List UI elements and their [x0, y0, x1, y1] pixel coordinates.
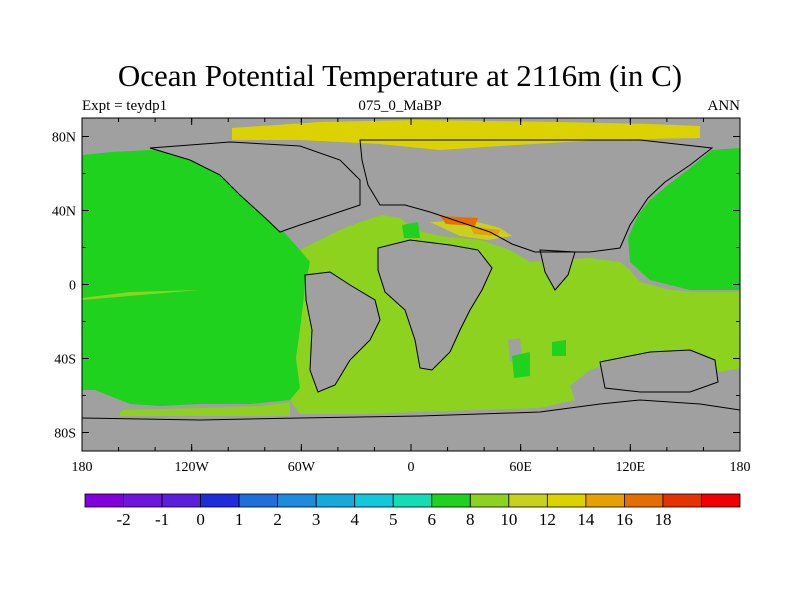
colorbar-label: 2: [273, 510, 282, 529]
colorbar-box: [123, 493, 163, 508]
australia: [600, 350, 718, 392]
x-tick-label: 120W: [175, 460, 210, 475]
colorbar-label: -1: [155, 510, 169, 529]
africa: [378, 240, 492, 370]
x-tick-label: 60W: [288, 460, 316, 475]
green-patch-indian: [552, 340, 566, 356]
x-tick-label: 0: [408, 460, 415, 475]
colorbar-label: 14: [577, 510, 595, 529]
arctic-ocean: [232, 120, 700, 150]
y-tick-label: 40S: [54, 353, 76, 368]
colorbar-label: 8: [466, 510, 475, 529]
colorbar-box: [238, 493, 279, 508]
coast-australia: [599, 349, 719, 393]
colorbar-label: 18: [654, 510, 671, 529]
southern-pacific-band: [120, 402, 290, 416]
coast-africa: [377, 239, 493, 371]
colorbar-label: 16: [616, 510, 633, 529]
x-tick-label: 120E: [616, 460, 646, 475]
coast-south-america: [304, 271, 381, 393]
colorbar-box: [392, 493, 433, 508]
colorbar-box: [431, 493, 471, 508]
south-america: [305, 272, 380, 392]
antarctica: [82, 400, 740, 451]
plot-title: Ocean Potential Temperature at 2116m (in…: [117, 58, 683, 93]
green-patch-north-africa: [402, 222, 420, 238]
experiment-label: Expt = teydp1: [82, 98, 168, 114]
west-pacific-ocean: [628, 148, 740, 290]
green-patch-east-africa: [512, 352, 530, 378]
colorbar-box: [315, 493, 356, 508]
colorbar-box: [701, 493, 741, 508]
y-tick-label: 0: [69, 279, 76, 294]
colorbar-box: [585, 493, 625, 508]
colorbar-box: [624, 493, 664, 508]
colorbar-box: [161, 493, 201, 508]
colorbar-box: [469, 493, 510, 508]
x-tick-label: 180: [72, 460, 93, 475]
colorbar-box: [200, 493, 240, 508]
x-tick-label: 180: [730, 460, 751, 475]
eurasia: [360, 140, 712, 252]
colorbar-label: 1: [235, 510, 244, 529]
season-label: ANN: [707, 98, 741, 114]
colorbar-box: [546, 493, 587, 508]
y-tick-label: 80S: [54, 427, 76, 442]
x-tick-label: 60E: [509, 460, 532, 475]
tasman-sea: [690, 296, 740, 340]
south-pacific-ocean: [82, 290, 200, 300]
colorbar-label: 0: [196, 510, 205, 529]
colorbar-box: [508, 493, 548, 508]
colorbar-label: 10: [500, 510, 517, 529]
india: [540, 250, 575, 290]
coast-antarctica: [82, 399, 740, 421]
pacific-ocean: [82, 150, 310, 406]
colorbar-box: [354, 493, 394, 508]
colorbar-label: 5: [389, 510, 398, 529]
colorbar-label: 12: [539, 510, 556, 529]
colorbar-box: [84, 493, 124, 508]
y-tick-label: 40N: [52, 205, 76, 220]
y-tick-label: 80N: [52, 131, 76, 146]
colorbar-box: [277, 493, 317, 508]
coast-north-america: [149, 141, 361, 233]
colorbar-label: 6: [428, 510, 437, 529]
north-america: [150, 142, 360, 232]
colorbar-label: 3: [312, 510, 321, 529]
antarctic-west: [82, 392, 130, 414]
coast-india: [539, 249, 576, 291]
colorbar-label: -2: [116, 510, 130, 529]
colorbar-label: 4: [350, 510, 359, 529]
age-label: 075_0_MaBP: [358, 98, 442, 114]
colorbar-box: [662, 493, 702, 508]
